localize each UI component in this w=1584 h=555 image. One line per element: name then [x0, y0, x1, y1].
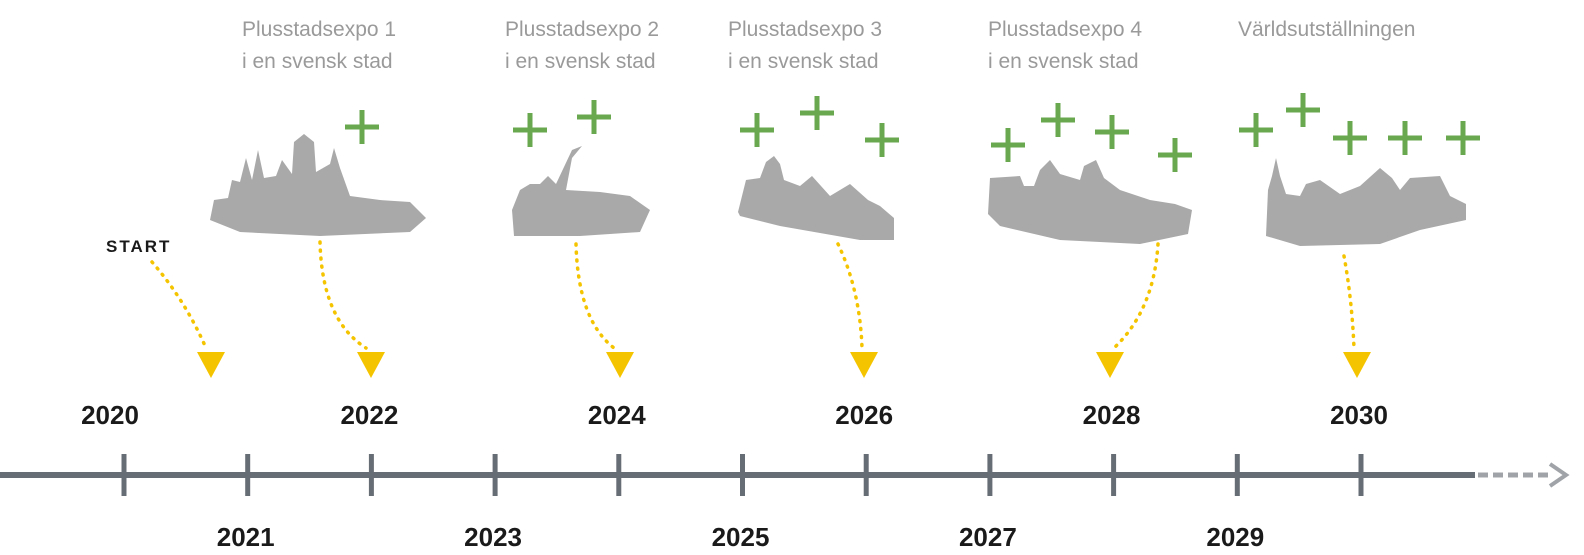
- event-subtitle: i en svensk stad: [988, 50, 1139, 73]
- year-label: 2029: [1206, 522, 1264, 552]
- plus-signs: [345, 93, 1480, 172]
- year-label: 2025: [712, 522, 770, 552]
- skyline: [738, 156, 894, 240]
- connectors: [152, 242, 1371, 378]
- event-title: Plusstadsexpo 3: [728, 18, 882, 41]
- timeline-axis: [0, 464, 1566, 486]
- page: {"start_label": "START", "events": [ {"t…: [0, 0, 1584, 555]
- event-title: Plusstadsexpo 2: [505, 18, 659, 41]
- timeline-diagram: Plusstadsexpo 1 i en svensk stad Plussta…: [0, 0, 1584, 555]
- year-label: 2021: [217, 522, 275, 552]
- event-title: Plusstadsexpo 1: [242, 18, 396, 41]
- year-label: 2030: [1330, 400, 1388, 430]
- year-label: 2026: [835, 400, 893, 430]
- event-title: Plusstadsexpo 4: [988, 18, 1142, 41]
- event-title: Världsutställningen: [1238, 18, 1415, 41]
- year-label: 2028: [1083, 400, 1141, 430]
- year-label: 2020: [81, 400, 139, 430]
- start-label: START: [106, 237, 171, 256]
- skyline: [512, 146, 650, 236]
- skyline: [210, 134, 426, 236]
- event-subtitle: i en svensk stad: [242, 50, 393, 73]
- skyline: [988, 160, 1192, 244]
- skyline: [1266, 158, 1466, 246]
- year-label: 2027: [959, 522, 1017, 552]
- year-label: 2022: [340, 400, 398, 430]
- year-label: 2024: [588, 400, 646, 430]
- year-label: 2023: [464, 522, 522, 552]
- event-subtitle: i en svensk stad: [505, 50, 656, 73]
- event-subtitle: i en svensk stad: [728, 50, 879, 73]
